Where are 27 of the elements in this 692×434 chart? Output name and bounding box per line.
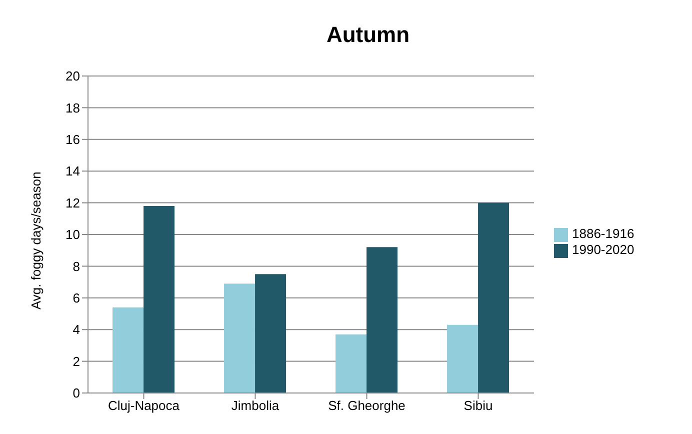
y-tick-label: 14: [66, 164, 80, 179]
y-tick-label: 0: [72, 386, 80, 401]
x-tick-label: Sf. Gheorghe: [328, 398, 406, 414]
bar: [144, 206, 175, 393]
bar: [336, 334, 367, 393]
y-tick-label: 18: [66, 100, 80, 116]
chart-title: Autumn: [325, 22, 411, 48]
bar: [478, 202, 510, 393]
x-tick-label: Sibiu: [464, 398, 493, 414]
bar: [447, 324, 478, 393]
x-tick-label: Jimbolia: [231, 398, 280, 414]
y-tick-label: 8: [72, 258, 80, 274]
bar: [255, 274, 286, 393]
bar: [366, 247, 398, 393]
y-tick-label: 20: [66, 68, 80, 84]
y-tick-label: 2: [72, 354, 80, 369]
bar: [224, 284, 256, 393]
y-tick-label: 10: [66, 227, 80, 242]
y-tick-label: 16: [66, 132, 80, 148]
x-tick-label: Cluj-Napoca: [108, 398, 180, 414]
legend-label: 1886-1916: [572, 226, 634, 242]
y-axis-title: Avg. foggy days/season: [28, 172, 44, 310]
legend-label: 1990-2020: [572, 242, 634, 257]
y-tick-label: 4: [72, 322, 80, 338]
bar: [112, 307, 144, 393]
y-tick-label: 12: [66, 195, 80, 210]
y-tick-label: 6: [72, 290, 80, 306]
